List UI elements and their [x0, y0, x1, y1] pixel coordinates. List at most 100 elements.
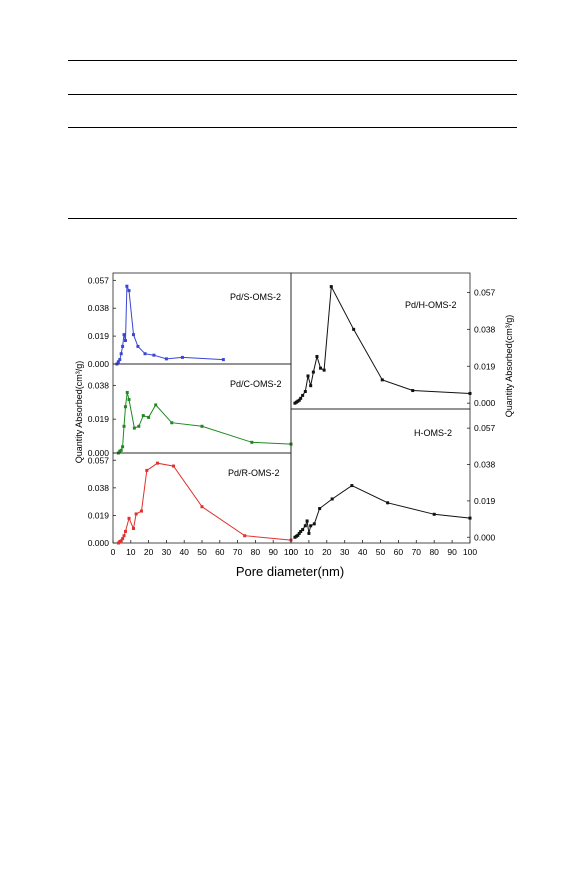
data-point	[352, 327, 356, 331]
y-tick-label: 0.000	[88, 538, 110, 548]
panel-annotation: Pd/R-OMS-2	[228, 468, 280, 478]
data-point	[315, 355, 319, 359]
data-point	[200, 505, 204, 509]
data-point	[127, 516, 131, 520]
y-tick-label: 0.019	[474, 496, 496, 506]
data-point	[125, 390, 129, 394]
x-tick-label: 70	[412, 547, 422, 557]
y-tick-label: 0.019	[474, 361, 496, 371]
data-point	[318, 507, 322, 511]
data-point	[319, 366, 323, 370]
x-tick-label: 60	[215, 547, 225, 557]
data-point	[200, 424, 204, 428]
x-tick-label: 50	[376, 547, 386, 557]
panel-left-top: 0.000 0.019 0.038 0.057 Pd/S-OMS-2	[88, 272, 292, 369]
x-tick-label: 40	[358, 547, 368, 557]
data-point	[156, 461, 159, 465]
data-point	[309, 524, 313, 528]
data-point	[297, 531, 301, 535]
data-point	[122, 534, 126, 538]
data-point	[118, 358, 122, 362]
x-tick-label: 20	[322, 547, 332, 557]
y-tick-label: 0.019	[88, 331, 110, 341]
data-point	[301, 393, 305, 397]
table-rule-bottom	[68, 218, 517, 219]
series-line	[116, 285, 224, 365]
panel-right-bottom: 0.000 0.019 0.038 0.057 0 10 20 30 40 50 60 70 80 90 1…	[289, 408, 496, 557]
table-rule-header-top	[68, 94, 517, 95]
y-tick-label: 0.000	[474, 532, 496, 542]
x-tick-label: 60	[394, 547, 404, 557]
data-point	[309, 384, 313, 388]
x-tick-label: 40	[179, 547, 189, 557]
data-point	[221, 358, 225, 362]
x-tick-label: 90	[268, 547, 278, 557]
data-point	[122, 333, 126, 337]
data-point	[116, 360, 120, 364]
data-point	[350, 484, 354, 488]
panel-frame	[112, 363, 292, 454]
data-point	[121, 537, 125, 541]
y-axis-label-right: Quantity Absorbed(cm³/g)	[504, 315, 514, 418]
data-point	[123, 405, 127, 409]
y-tick-label: 0.000	[88, 359, 110, 369]
panel-annotation: H-OMS-2	[414, 428, 452, 438]
x-tick-label: 100	[463, 547, 477, 557]
y-tick-label: 0.000	[88, 448, 110, 458]
y-tick-label: 0.000	[474, 398, 496, 408]
y-tick-label: 0.057	[88, 455, 110, 465]
data-point	[131, 333, 135, 337]
data-point	[164, 357, 168, 361]
data-point	[243, 534, 247, 538]
data-point	[305, 519, 309, 523]
data-point	[411, 389, 415, 393]
data-point	[386, 501, 390, 505]
data-point	[121, 445, 125, 449]
y-axis-label-left: Quantity Absorbed(cm³/g)	[74, 361, 84, 464]
data-point	[119, 448, 123, 452]
x-tick-label: 10	[304, 547, 314, 557]
panel-frame	[290, 272, 471, 410]
data-point	[154, 403, 158, 407]
data-point	[303, 524, 307, 528]
y-tick-label: 0.057	[474, 287, 496, 297]
x-tick-label: 100	[284, 547, 298, 557]
data-point	[432, 512, 436, 516]
data-point	[127, 289, 131, 293]
panel-right-top: 0.000 0.019 0.038 0.057 Pd/H-OMS-2	[290, 272, 496, 410]
data-point	[121, 344, 125, 348]
data-point	[123, 339, 127, 343]
x-tick-label: 0	[111, 547, 116, 557]
series-line	[294, 485, 471, 538]
x-tick-label: 50	[197, 547, 207, 557]
data-point	[307, 531, 311, 535]
data-point	[123, 529, 127, 533]
data-point	[152, 353, 156, 357]
data-point	[180, 355, 184, 359]
data-point	[380, 378, 384, 382]
table-rule-header-bottom	[68, 127, 517, 128]
data-point	[170, 421, 174, 425]
y-tick-label: 0.019	[88, 510, 110, 520]
data-point	[299, 530, 303, 534]
data-point	[139, 509, 143, 513]
x-tick-label: 20	[144, 547, 154, 557]
data-point	[303, 390, 307, 394]
panel-annotation: Pd/S-OMS-2	[230, 292, 281, 302]
data-point	[297, 398, 301, 402]
data-point	[299, 396, 303, 400]
panel-frame	[112, 452, 292, 544]
data-point	[329, 285, 333, 289]
x-tick-label: 10	[126, 547, 136, 557]
data-point	[322, 368, 326, 372]
x-axis-label: Pore diameter(nm)	[236, 564, 344, 579]
data-point	[136, 344, 140, 348]
data-point	[468, 391, 472, 395]
data-point	[127, 398, 131, 402]
x-tick-label: 80	[251, 547, 261, 557]
y-tick-label: 0.038	[88, 380, 110, 390]
data-point	[172, 464, 176, 468]
data-point	[147, 415, 151, 419]
y-tick-label: 0.057	[474, 423, 496, 433]
